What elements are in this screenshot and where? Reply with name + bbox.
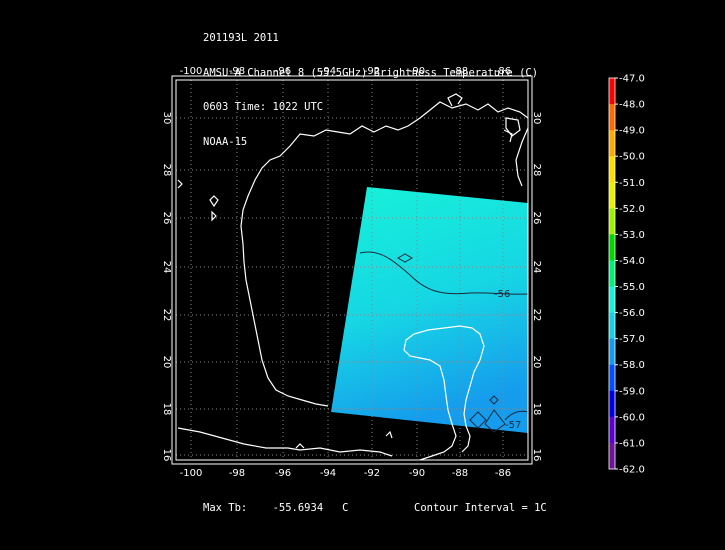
header-time: 0603 Time: 1022 UTC xyxy=(203,101,324,113)
color-scale-bar: -47.0 -48.0 -49.0 -50.0 -51.0 -52.0 -53.0 -54.0… xyxy=(608,74,645,476)
lon-labels-top: -100 -98 -96 -94 -92 -90 -88 -86 xyxy=(180,66,512,77)
lat-tick-label: 28 xyxy=(161,164,172,177)
color-scale-label: -49.0 xyxy=(619,126,645,137)
lat-labels-left: 30 28 26 24 22 20 18 16 xyxy=(161,112,172,462)
lon-tick-label: -100 xyxy=(180,468,203,479)
lon-tick-label: -92 xyxy=(364,468,380,479)
max-tb-unit: C xyxy=(342,502,349,514)
lon-tick-label: -98 xyxy=(229,66,245,77)
header-title: AMSU-A Channel 8 (55.5GHz) Brightness Te… xyxy=(203,66,539,79)
color-scale-segment xyxy=(609,390,615,418)
lat-tick-label: 24 xyxy=(531,261,542,274)
max-tb-label: Max Tb: xyxy=(203,502,248,514)
color-scale-segment xyxy=(609,156,615,183)
color-scale-segment xyxy=(609,416,615,444)
lon-tick-label: -88 xyxy=(452,468,468,479)
lat-tick-label: 16 xyxy=(161,449,172,462)
lat-labels-right: 30 28 26 24 22 20 18 16 xyxy=(531,112,542,462)
header-id: 201193L 2011 xyxy=(203,32,279,44)
color-scale-label: -59.0 xyxy=(619,386,645,397)
lat-tick-label: 20 xyxy=(161,356,172,369)
color-scale-label: -53.0 xyxy=(619,230,645,241)
color-scale-segment xyxy=(609,286,615,314)
lat-tick-label: 18 xyxy=(161,403,172,416)
lon-tick-label: -92 xyxy=(364,66,380,77)
color-scale-segment xyxy=(609,208,615,235)
color-scale-label: -62.0 xyxy=(619,465,645,476)
color-scale-segment xyxy=(609,442,615,470)
contour-label-57: -57 xyxy=(505,420,521,431)
lon-tick-label: -86 xyxy=(495,468,511,479)
lat-tick-label: 18 xyxy=(531,403,542,416)
lat-tick-label: 20 xyxy=(531,356,542,369)
lat-tick-label: 26 xyxy=(161,212,172,225)
color-scale-label: -47.0 xyxy=(619,74,645,85)
lon-tick-label: -94 xyxy=(320,468,336,479)
lon-tick-label: -90 xyxy=(409,66,425,77)
lon-tick-label: -94 xyxy=(320,66,336,77)
color-scale-label: -54.0 xyxy=(619,256,645,267)
max-tb-value: -55.6934 xyxy=(272,502,324,514)
color-scale-label: -52.0 xyxy=(619,204,645,215)
lon-labels-bottom: -100 -98 -96 -94 -92 -90 -88 -86 xyxy=(180,468,512,479)
lon-tick-label: -98 xyxy=(229,468,245,479)
color-scale-label: -55.0 xyxy=(619,282,645,293)
contour-interval: Contour Interval = 1C xyxy=(414,502,547,514)
color-scale-label: -60.0 xyxy=(619,412,645,423)
lat-tick-label: 22 xyxy=(161,309,172,322)
color-scale-label: -57.0 xyxy=(619,334,645,345)
color-scale-label: -50.0 xyxy=(619,152,645,163)
color-scale-segment xyxy=(609,234,615,261)
lat-lon-grid xyxy=(176,80,528,460)
lat-tick-label: 26 xyxy=(531,212,542,225)
color-scale-segment xyxy=(609,104,615,131)
lat-tick-label: 30 xyxy=(531,112,542,125)
map-header: 201193L 2011 AMSU-A Channel 8 (55.5GHz) … xyxy=(203,10,538,160)
satellite-swath xyxy=(331,187,528,433)
color-scale-label: -48.0 xyxy=(619,100,645,111)
color-scale-label: -58.0 xyxy=(619,360,645,371)
color-scale-segment xyxy=(609,182,615,209)
color-scale-label: -56.0 xyxy=(619,308,645,319)
color-scale-segment xyxy=(609,78,615,105)
color-scale-segment xyxy=(609,130,615,157)
lon-tick-label: -96 xyxy=(275,66,291,77)
contour-label-56: -56 xyxy=(494,289,510,300)
color-scale-segment xyxy=(609,312,615,340)
coastline xyxy=(177,93,528,460)
color-scale-segment xyxy=(609,364,615,392)
lat-tick-label: 22 xyxy=(531,309,542,322)
color-scale-segment xyxy=(609,260,615,288)
lat-tick-label: 30 xyxy=(161,112,172,125)
color-scale-label: -51.0 xyxy=(619,178,645,189)
color-scale-segment xyxy=(609,338,615,366)
lon-tick-label: -96 xyxy=(275,468,291,479)
contour-lines xyxy=(359,251,528,433)
color-scale-label: -61.0 xyxy=(619,438,645,449)
lon-tick-label: -88 xyxy=(452,66,468,77)
lat-tick-label: 24 xyxy=(161,261,172,274)
lon-tick-label: -100 xyxy=(180,66,203,77)
color-scale-frame xyxy=(608,77,616,470)
lon-tick-label: -86 xyxy=(495,66,511,77)
lat-tick-label: 16 xyxy=(531,449,542,462)
map-frame xyxy=(175,79,529,461)
max-tb-readout: Max Tb: -55.6934 C xyxy=(203,502,348,514)
header-satellite: NOAA-15 xyxy=(203,135,248,148)
lon-tick-label: -90 xyxy=(409,468,425,479)
lat-tick-label: 28 xyxy=(531,164,542,177)
